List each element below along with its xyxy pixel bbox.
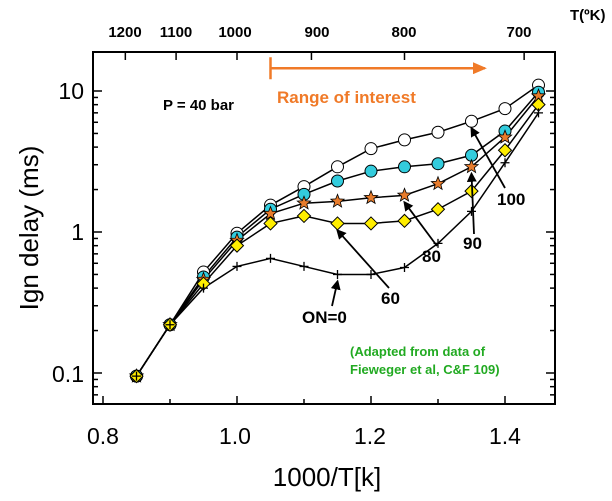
point-4-12 xyxy=(534,108,543,118)
source-note-line-2: Fieweger et al, C&F 109) xyxy=(350,362,500,377)
top-tick-label-3: 900 xyxy=(304,24,329,41)
point-3-4 xyxy=(263,216,278,231)
top-tick-label-2: 1000 xyxy=(218,24,251,41)
x-tick-label-2: 1.2 xyxy=(354,423,386,449)
series-label-90: 90 xyxy=(463,234,482,253)
point-2-10 xyxy=(463,158,480,174)
point-4-3 xyxy=(232,261,242,271)
label-arrow-4 xyxy=(330,279,341,307)
point-4-5 xyxy=(299,261,309,271)
point-4-11 xyxy=(500,158,510,168)
series-label-80: 80 xyxy=(422,247,441,266)
point-3-8 xyxy=(397,213,412,229)
y-axis-title: Ign delay (ms) xyxy=(14,146,44,311)
series-label-60: 60 xyxy=(381,289,400,308)
y-tick-label-2: 10 xyxy=(58,78,84,104)
y-tick-label-1: 1 xyxy=(71,219,84,245)
axis-ticks xyxy=(93,52,555,404)
point-3-9 xyxy=(430,202,446,217)
point-4-7 xyxy=(366,269,376,279)
point-4-8 xyxy=(400,263,409,273)
point-2-11 xyxy=(497,129,513,144)
point-1-9 xyxy=(431,157,445,171)
pressure-annotation: P = 40 bar xyxy=(163,97,234,114)
series-label-arrows xyxy=(330,126,506,307)
point-3-7 xyxy=(363,216,379,231)
plot-frame xyxy=(92,51,556,405)
point-0-6 xyxy=(331,160,344,174)
point-2-5 xyxy=(296,195,312,210)
top-tick-label-0: 1200 xyxy=(108,24,141,41)
range-of-interest-label: Range of interest xyxy=(277,88,416,107)
point-2-8 xyxy=(396,187,413,202)
point-4-6 xyxy=(333,269,342,279)
point-1-7 xyxy=(364,164,378,178)
point-1-8 xyxy=(398,160,411,174)
point-4-0 xyxy=(132,371,141,381)
x-tick-label-1: 1.0 xyxy=(219,423,251,449)
point-2-6 xyxy=(329,193,346,208)
point-0-8 xyxy=(398,133,411,147)
y-tick-label-0: 0.1 xyxy=(52,361,84,387)
label-arrow-2 xyxy=(403,200,438,247)
series-markers xyxy=(128,78,547,384)
series-label-on0: ON=0 xyxy=(302,308,347,327)
point-0-10 xyxy=(465,114,478,128)
point-2-7 xyxy=(363,189,379,205)
point-0-9 xyxy=(431,125,445,139)
label-arrow-1 xyxy=(466,171,477,235)
top-tick-label-1: 1100 xyxy=(160,24,193,41)
label-arrow-3 xyxy=(336,228,390,289)
point-2-9 xyxy=(430,175,446,191)
top-tick-label-4: 800 xyxy=(391,24,416,41)
point-1-6 xyxy=(331,174,344,188)
point-3-11 xyxy=(497,143,513,158)
label-arrow-0 xyxy=(470,126,506,189)
point-4-1 xyxy=(165,320,175,330)
x-tick-label-3: 1.4 xyxy=(489,423,521,449)
top-axis-label: T(ºK) xyxy=(570,7,605,24)
point-3-6 xyxy=(330,216,345,231)
point-4-4 xyxy=(266,253,275,263)
top-tick-label-5: 700 xyxy=(506,24,531,41)
series-label-100: 100 xyxy=(497,190,525,209)
x-axis-title: 1000/T[k] xyxy=(273,462,381,492)
point-3-5 xyxy=(296,208,312,224)
x-tick-label-0: 0.8 xyxy=(87,423,119,449)
point-3-3 xyxy=(229,238,245,253)
point-4-10 xyxy=(467,206,476,216)
source-note-line-1: (Adapted from data of xyxy=(350,344,486,359)
point-4-2 xyxy=(199,283,208,293)
point-0-11 xyxy=(498,102,512,116)
point-0-7 xyxy=(364,142,378,156)
